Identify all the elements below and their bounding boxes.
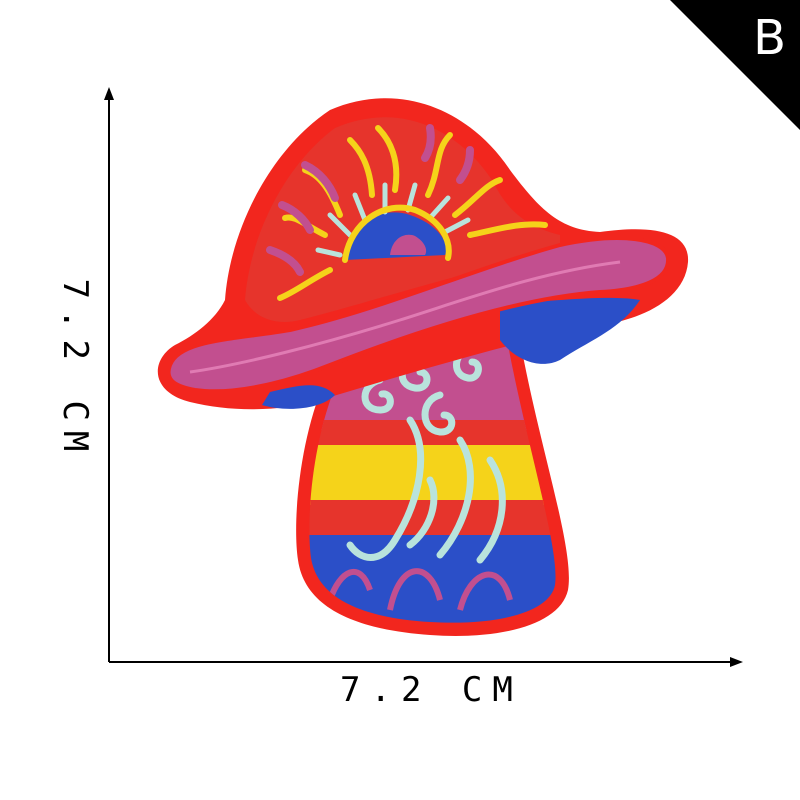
width-dimension-label: 7.2 CM	[340, 670, 523, 710]
cap-underside-blue	[500, 297, 640, 364]
sun-iris	[390, 234, 427, 255]
dimension-axes	[104, 87, 743, 667]
horizontal-arrow-icon	[730, 657, 743, 667]
corner-badge	[670, 0, 800, 130]
sun-mint-rays	[315, 182, 471, 258]
cap-pink-strokes	[266, 124, 474, 276]
height-dimension-label: 7.2 CM	[55, 278, 95, 462]
stem-pink-waves	[327, 568, 513, 611]
cap-rim-highlight	[189, 260, 621, 374]
stem-swirls	[346, 346, 506, 564]
cap-underside-blue-left	[262, 385, 335, 409]
mushroom-patch	[157, 98, 689, 636]
variant-letter: B	[753, 10, 786, 66]
vertical-arrow-icon	[104, 87, 114, 100]
